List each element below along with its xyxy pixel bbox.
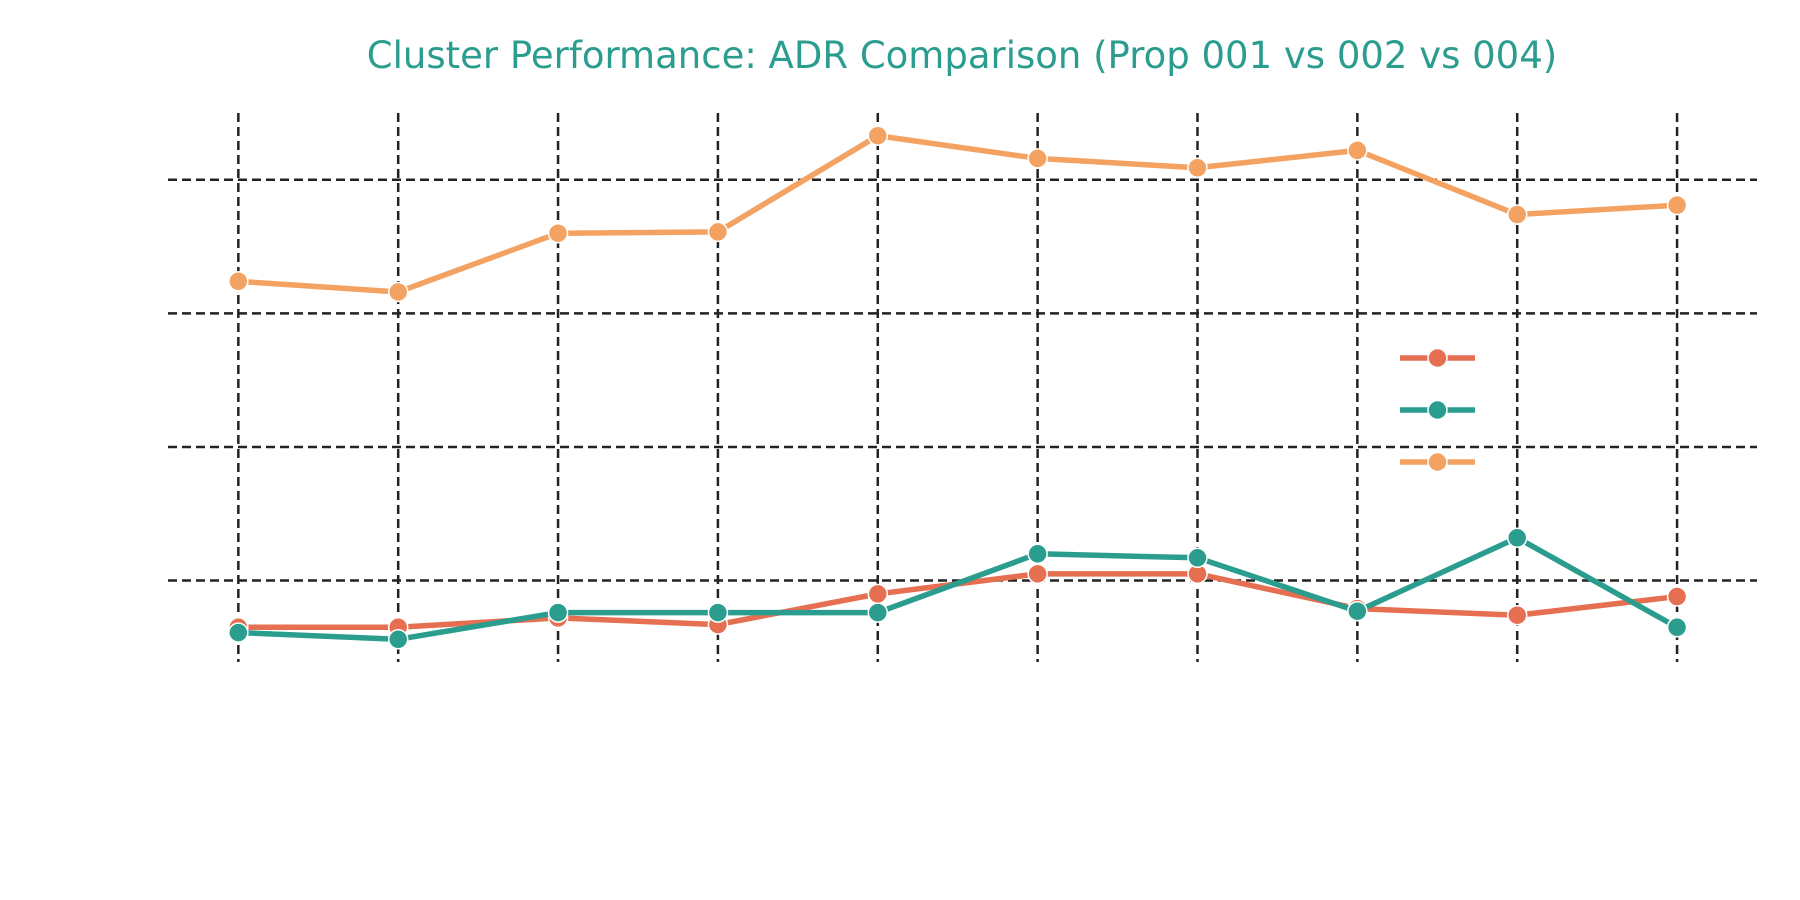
data-point: [1347, 140, 1368, 161]
data-point: [867, 602, 889, 623]
data-point: [1506, 604, 1528, 626]
data-point: [707, 602, 729, 623]
data-point: [228, 622, 249, 643]
grid: [168, 113, 1757, 662]
data-point: [1027, 563, 1048, 585]
data-point: [707, 221, 729, 243]
data-point: [867, 125, 889, 146]
series-line-3: [238, 132, 1678, 295]
data-point: [867, 583, 889, 605]
data-point: [547, 222, 569, 244]
series-line-2: [238, 535, 1679, 643]
data-point: [1666, 617, 1688, 638]
data-point: [1506, 204, 1528, 225]
legend-marker: [1427, 451, 1448, 473]
legend-marker: [1427, 347, 1448, 369]
data-point: [228, 271, 249, 292]
data-point: [547, 602, 569, 623]
data-point: [1027, 148, 1048, 169]
data-point: [1027, 543, 1048, 565]
data-point: [387, 629, 409, 650]
series-lines: [228, 125, 1688, 650]
data-point: [1666, 586, 1688, 607]
data-point: [1187, 157, 1208, 179]
legend-marker: [1427, 399, 1448, 421]
chart-title: Cluster Performance: ADR Comparison (Pro…: [367, 34, 1557, 77]
data-point: [1187, 547, 1208, 569]
data-point: [1347, 600, 1368, 622]
legend: [1400, 347, 1475, 473]
data-point: [1666, 194, 1688, 216]
data-point: [1506, 527, 1528, 549]
data-point: [387, 281, 409, 303]
